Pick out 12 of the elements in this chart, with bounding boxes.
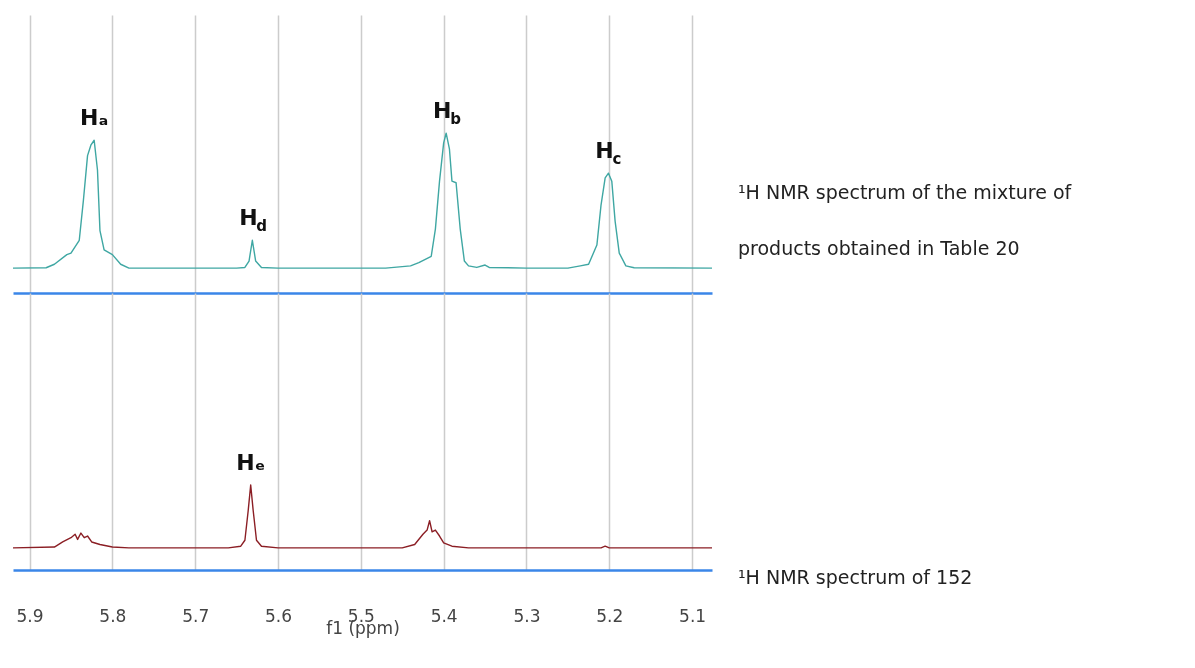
x-tick-label: 5.4 [430, 605, 458, 626]
x-tick-label: 5.8 [99, 605, 127, 626]
text: ¹H NMR spectrum of 152 [738, 566, 973, 588]
text: ¹H NMR spectrum of the mixture of products obtained in Table 20 [738, 181, 1072, 259]
x-tick-label: 5.6 [265, 605, 293, 626]
annotation: Hₑ [236, 450, 266, 476]
x-tick-label: 5.2 [596, 605, 624, 626]
x-tick-label: 5.3 [513, 605, 541, 626]
x-tick-label: 5.9 [16, 605, 44, 626]
annotation: Hₐ [79, 105, 109, 131]
x-tick-label: 5.7 [182, 605, 210, 626]
x-tick-label: 5.1 [679, 605, 707, 626]
